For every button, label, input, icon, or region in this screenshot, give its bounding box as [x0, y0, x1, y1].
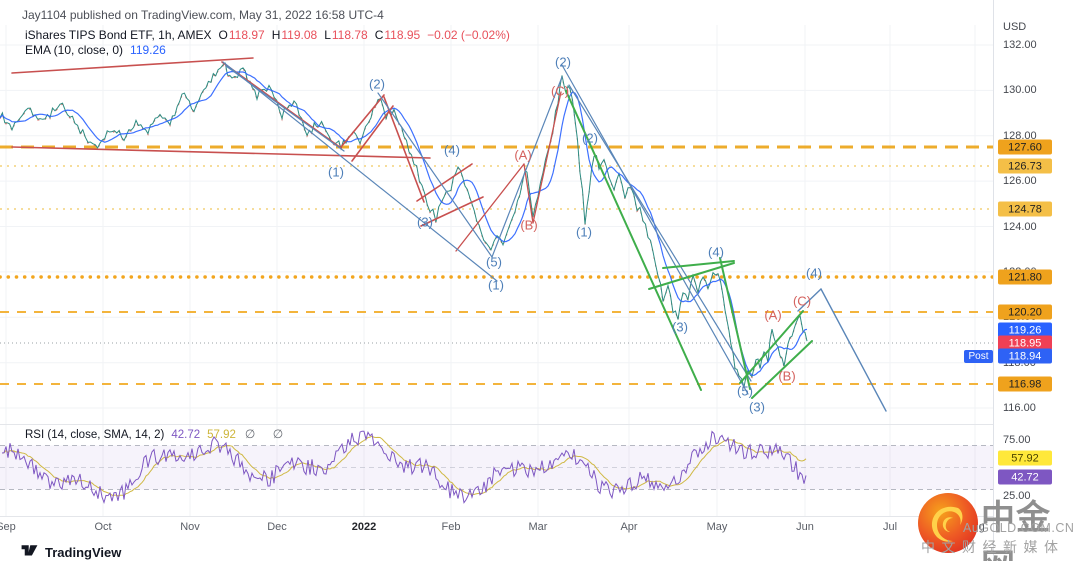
post-badge: Post [964, 350, 993, 363]
axis-tick-25-00: 25.00 [1003, 490, 1031, 502]
rsi-sma-value: 57.92 [207, 429, 236, 441]
rsi-value-label: 42.72 [998, 469, 1052, 485]
symbol-legend[interactable]: iShares TIPS Bond ETF, 1h, AMEX O118.97 H1… [25, 28, 510, 42]
rsi-sma-label: 57.92 [998, 450, 1052, 466]
augold-logo-icon [916, 491, 980, 560]
ohlc-key-H: H [271, 28, 281, 42]
axis-tick-116-00: 116.00 [1003, 402, 1036, 414]
wave-label-4: (4) [806, 265, 822, 281]
ohlc-value-L: 118.78 [331, 28, 368, 42]
level-label-124-78: 124.78 [998, 201, 1052, 217]
wave-label-A: (A) [514, 147, 532, 163]
augold-watermark-domain: AuGOLD.COM.CN [963, 521, 1075, 535]
ohlc-value-C: 118.95 [384, 28, 421, 42]
level-label-127-60: 127.60 [998, 139, 1052, 155]
axis-tick-75-00: 75.00 [1003, 434, 1031, 446]
ohlc-values: O118.97 H119.08 L118.78 C118.95 [212, 28, 421, 42]
ema-legend-value: 119.26 [130, 43, 166, 57]
wave-label-1: (1) [576, 224, 592, 240]
wave-label-B: (B) [778, 368, 796, 384]
symbol-title: iShares TIPS Bond ETF, 1h, AMEX [25, 28, 212, 42]
ema-legend-label: EMA (10, close, 0) [25, 43, 124, 57]
level-label-126-73: 126.73 [998, 158, 1052, 174]
last-price-label: 118.95 [998, 335, 1052, 351]
ohlc-key-L: L [324, 28, 331, 42]
post-price-label: 118.94 [998, 348, 1052, 364]
axis-tick-130-00: 130.00 [1003, 84, 1037, 96]
axis-tick-124-00: 124.00 [1003, 221, 1037, 233]
wave-label-B: (B) [520, 217, 538, 233]
published-info: Jay1104 published on TradingView.com, Ma… [22, 8, 384, 22]
wave-label-5: (5) [737, 383, 753, 399]
wave-label-3: (3) [672, 319, 688, 335]
empty-set-icons: ∅ ∅ [244, 427, 291, 441]
tradingview-logo-icon [20, 542, 39, 561]
price-axis[interactable]: USD 132.00130.00128.00126.00124.00122.00… [993, 0, 1080, 561]
tradingview-brand-text: TradingView [45, 545, 122, 560]
augold-watermark-title: 中金网 [981, 499, 1051, 561]
axis-tick-126-00: 126.00 [1003, 175, 1037, 187]
wave-label-1: (1) [328, 164, 344, 180]
level-label-120-20: 120.20 [998, 304, 1052, 320]
wave-label-1: (1) [488, 277, 504, 293]
wave-label-2: (2) [369, 76, 385, 92]
ema-value-label: 119.26 [998, 322, 1052, 338]
axis-tick-132-00: 132.00 [1003, 39, 1037, 51]
ohlc-value-O: 118.97 [228, 28, 265, 42]
wave-label-A: (A) [764, 307, 782, 323]
wave-label-C: (C) [550, 83, 570, 99]
rsi-value: 42.72 [171, 429, 201, 441]
ohlc-value-H: 119.08 [281, 28, 318, 42]
wave-label-3: (3) [417, 214, 433, 230]
augold-watermark-tagline: 中文财经新媒体 [921, 539, 1065, 555]
ohlc-key-C: C [374, 28, 384, 42]
level-label-121-80: 121.80 [998, 269, 1052, 285]
tradingview-attribution[interactable]: TradingView [20, 542, 121, 561]
currency-label: USD [1003, 21, 1027, 33]
ohlc-key-O: O [218, 28, 228, 42]
ema-legend[interactable]: EMA (10, close, 0) 119.26 [25, 43, 166, 57]
wave-label-C: (C) [792, 293, 812, 309]
wave-label-2: (2) [582, 130, 598, 146]
rsi-legend-label: RSI (14, close, SMA, 14, 2) [25, 429, 165, 441]
wave-label-4: (4) [708, 244, 724, 260]
wave-label-5: (5) [486, 254, 502, 270]
level-label-116-98: 116.98 [998, 376, 1052, 392]
change-value: −0.02 (−0.02%) [427, 28, 510, 42]
wave-label-2: (2) [555, 54, 571, 70]
wave-label-3: (3) [749, 399, 765, 415]
rsi-legend[interactable]: RSI (14, close, SMA, 14, 2) 42.72 57.92 ∅ ∅ [25, 427, 290, 441]
axis-tick-128-00: 128.00 [1003, 130, 1037, 142]
wave-label-4: (4) [444, 142, 460, 158]
